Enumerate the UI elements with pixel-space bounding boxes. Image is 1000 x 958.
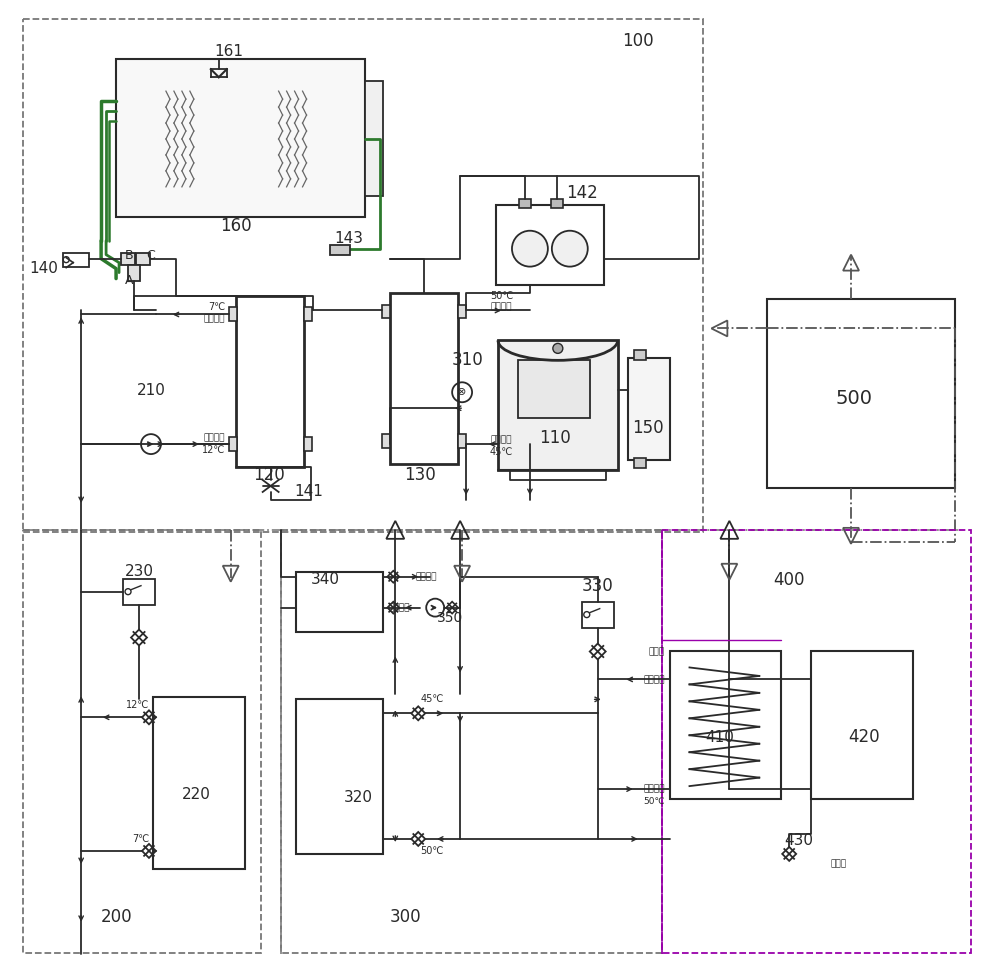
Text: 120: 120 <box>253 466 285 484</box>
Text: 热水出水: 热水出水 <box>490 302 512 311</box>
Text: 430: 430 <box>785 833 814 849</box>
Polygon shape <box>519 199 531 208</box>
Text: ⊗: ⊗ <box>457 387 467 398</box>
Text: 100: 100 <box>622 33 653 50</box>
Text: 热水回水: 热水回水 <box>388 604 410 612</box>
Text: 7℃: 7℃ <box>209 302 226 311</box>
Text: 310: 310 <box>451 352 483 370</box>
Text: 45℃: 45℃ <box>420 695 444 704</box>
Polygon shape <box>458 434 466 448</box>
Text: 350: 350 <box>437 610 463 625</box>
Text: 12℃: 12℃ <box>202 445 226 455</box>
Text: 12℃: 12℃ <box>126 700 149 710</box>
Polygon shape <box>304 308 312 322</box>
Text: 500: 500 <box>836 389 873 408</box>
Text: 420: 420 <box>848 728 880 746</box>
Text: 热水出: 热水出 <box>648 647 665 656</box>
Text: 200: 200 <box>100 908 132 925</box>
Text: 45℃: 45℃ <box>490 447 513 457</box>
Text: C: C <box>147 249 155 262</box>
Text: 220: 220 <box>181 787 210 802</box>
Text: 50℃: 50℃ <box>420 846 444 855</box>
Text: 冷水回水: 冷水回水 <box>203 434 225 443</box>
Polygon shape <box>628 358 670 460</box>
Text: 160: 160 <box>220 217 252 235</box>
Text: 热水进水: 热水进水 <box>643 785 665 793</box>
Polygon shape <box>229 308 237 322</box>
Text: 161: 161 <box>214 44 243 58</box>
Polygon shape <box>128 264 140 281</box>
Polygon shape <box>116 59 365 217</box>
Text: 320: 320 <box>344 789 373 805</box>
Text: 冷水进: 冷水进 <box>831 859 847 868</box>
Text: 140: 140 <box>29 262 58 276</box>
Polygon shape <box>498 340 618 470</box>
Polygon shape <box>304 437 312 451</box>
Polygon shape <box>551 199 563 208</box>
Polygon shape <box>121 253 135 264</box>
Polygon shape <box>634 458 646 468</box>
Polygon shape <box>634 351 646 360</box>
Polygon shape <box>382 305 390 318</box>
Text: 热水出水: 热水出水 <box>415 572 437 582</box>
Text: 210: 210 <box>137 383 165 398</box>
Polygon shape <box>518 360 590 419</box>
Polygon shape <box>136 253 150 264</box>
Text: A: A <box>125 274 133 287</box>
Text: 50℃: 50℃ <box>490 290 513 301</box>
Text: 400: 400 <box>773 571 805 589</box>
Text: 7℃: 7℃ <box>132 834 149 844</box>
Text: 410: 410 <box>705 730 734 744</box>
Text: 110: 110 <box>539 429 571 447</box>
Polygon shape <box>382 434 390 448</box>
Text: 150: 150 <box>632 420 663 437</box>
Text: 141: 141 <box>294 485 323 499</box>
Text: 冷水出水: 冷水出水 <box>203 314 225 323</box>
Circle shape <box>512 231 548 266</box>
Text: 50℃: 50℃ <box>643 796 665 806</box>
Text: 330: 330 <box>582 577 614 595</box>
Text: 143: 143 <box>334 231 363 246</box>
Polygon shape <box>365 81 383 195</box>
Circle shape <box>552 231 588 266</box>
Polygon shape <box>229 437 237 451</box>
Text: 230: 230 <box>125 564 154 580</box>
Text: 300: 300 <box>389 908 421 925</box>
Circle shape <box>553 343 563 354</box>
Text: 130: 130 <box>404 466 436 484</box>
Text: 热水回水: 热水回水 <box>490 436 512 445</box>
Text: 142: 142 <box>566 184 598 202</box>
Text: B: B <box>125 249 133 262</box>
Text: 340: 340 <box>311 572 340 587</box>
Polygon shape <box>330 244 350 255</box>
Polygon shape <box>458 305 466 318</box>
Text: 热水出水: 热水出水 <box>643 675 665 684</box>
